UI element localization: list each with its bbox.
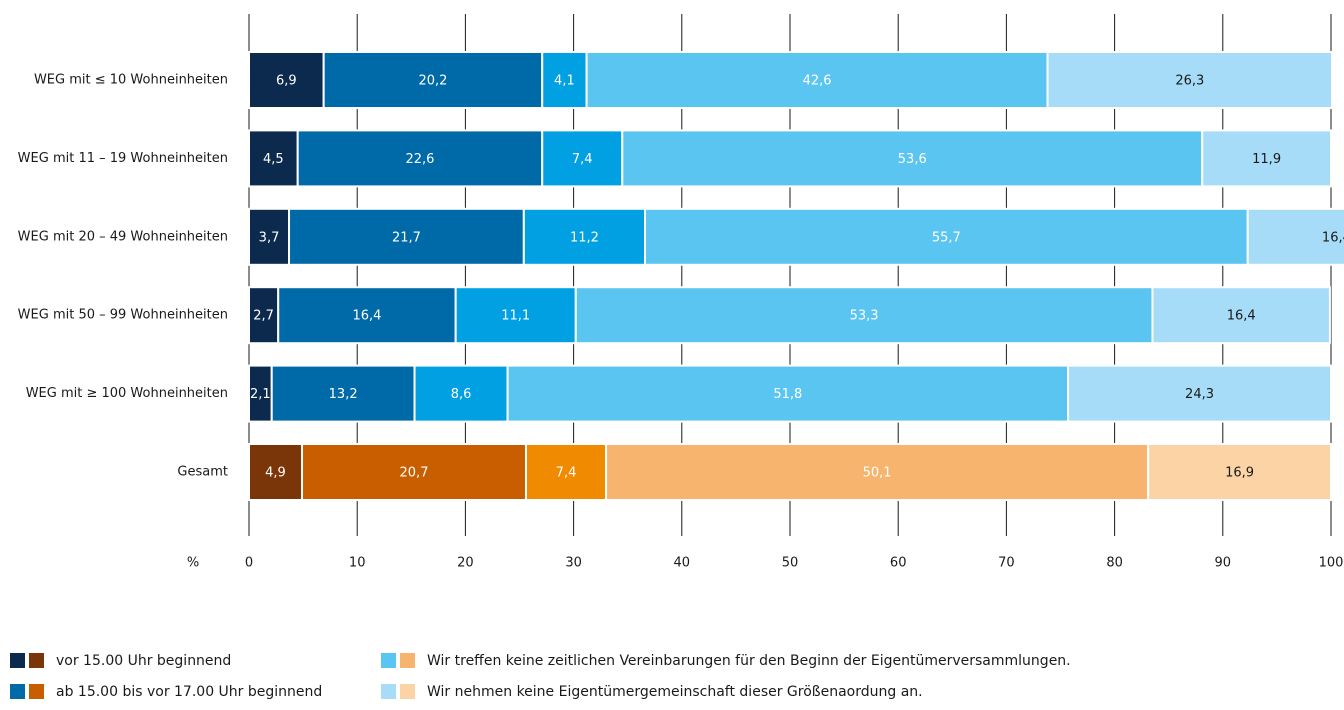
bar-segment <box>301 443 527 501</box>
bar-segment <box>270 364 416 423</box>
bar-segment <box>288 207 525 266</box>
data-label: 20,7 <box>400 466 429 481</box>
legend-swatch <box>400 684 415 699</box>
data-label: 3,7 <box>259 230 280 245</box>
legend-swatch <box>10 653 25 668</box>
bar-segment <box>248 207 291 266</box>
bar-segment <box>574 286 1154 345</box>
x-tick-label: 50 <box>782 556 799 571</box>
x-tick-label: 30 <box>565 556 582 571</box>
bar-segment <box>248 51 325 109</box>
bar-segment <box>644 207 1249 266</box>
y-tick-label: WEG mit ≤ 10 Wohneinheiten <box>34 73 228 88</box>
bar-segment <box>1246 207 1344 266</box>
bar-segment <box>524 443 608 501</box>
y-tick-label: WEG mit 11 – 19 Wohneinheiten <box>18 151 228 166</box>
legend-swatch <box>381 653 396 668</box>
data-label: 22,6 <box>405 152 434 167</box>
data-label: 6,9 <box>276 74 297 89</box>
x-tick-label: 60 <box>890 556 907 571</box>
legend-label: Wir nehmen keine Eigentümergemeinschaft … <box>427 684 923 700</box>
x-tick-label: 100 <box>1319 556 1344 571</box>
bar-segment <box>621 129 1204 188</box>
bar-segment <box>1147 443 1332 501</box>
data-label: 16,4 <box>352 309 381 324</box>
data-label: 13,2 <box>329 387 358 402</box>
y-tick-label: Gesamt <box>177 465 228 480</box>
data-label: 53,3 <box>850 309 879 324</box>
x-tick-label: 0 <box>245 556 253 571</box>
bar-segment <box>522 207 647 266</box>
data-label: 4,1 <box>554 74 575 89</box>
bar-segment <box>1201 129 1332 188</box>
data-label: 16,4 <box>1227 309 1256 324</box>
x-tick-label: 40 <box>674 556 691 571</box>
legend-swatch <box>381 684 396 699</box>
x-axis-label: % <box>187 556 199 571</box>
y-tick-label: WEG mit 50 – 99 Wohneinheiten <box>18 308 228 323</box>
legend-swatch <box>10 684 25 699</box>
data-label: 26,3 <box>1175 74 1204 89</box>
data-label: 55,7 <box>932 230 961 245</box>
data-label: 50,1 <box>863 466 892 481</box>
data-label: 24,3 <box>1185 387 1214 402</box>
data-label: 16,9 <box>1225 466 1254 481</box>
legend-label: Wir treffen keine zeitlichen Vereinbarun… <box>427 653 1071 669</box>
bar-segment <box>454 286 577 345</box>
data-label: 11,9 <box>1252 152 1281 167</box>
bar-segment <box>585 51 1049 109</box>
data-label: 7,4 <box>572 152 593 167</box>
data-label: 2,7 <box>253 309 274 324</box>
data-label: 51,8 <box>773 387 802 402</box>
data-label: 16,4 <box>1322 230 1344 245</box>
data-label: 42,6 <box>803 74 832 89</box>
legend-swatch <box>29 653 44 668</box>
x-tick-label: 70 <box>998 556 1015 571</box>
data-label: 2,1 <box>250 387 271 402</box>
data-label: 4,9 <box>265 466 286 481</box>
bar-segment <box>322 51 544 109</box>
legend-swatch <box>29 684 44 699</box>
bar-segment <box>506 364 1070 423</box>
x-tick-label: 10 <box>349 556 366 571</box>
bar-segment <box>605 443 1150 501</box>
legend-label: ab 15.00 bis vor 17.00 Uhr beginnend <box>56 684 322 700</box>
data-label: 8,6 <box>451 387 472 402</box>
legend-swatch <box>400 653 415 668</box>
x-tick-label: 90 <box>1215 556 1232 571</box>
y-tick-label: WEG mit 20 – 49 Wohneinheiten <box>18 229 228 244</box>
bar-segment <box>296 129 544 188</box>
data-label: 7,4 <box>556 466 577 481</box>
bar-segment <box>248 129 299 188</box>
bar-segment <box>1151 286 1331 345</box>
data-label: 11,1 <box>501 309 530 324</box>
x-tick-label: 20 <box>457 556 474 571</box>
data-label: 11,2 <box>570 230 599 245</box>
bar-segment <box>413 364 509 423</box>
data-label: 20,2 <box>418 74 447 89</box>
bar-segment <box>1046 51 1334 109</box>
data-label: 53,6 <box>898 152 927 167</box>
bar-segment <box>1067 364 1332 423</box>
data-label: 21,7 <box>392 230 421 245</box>
legend-label: vor 15.00 Uhr beginnend <box>56 653 231 669</box>
y-tick-label: WEG mit ≥ 100 Wohneinheiten <box>26 386 228 401</box>
x-tick-label: 80 <box>1106 556 1123 571</box>
data-label: 4,5 <box>263 152 284 167</box>
